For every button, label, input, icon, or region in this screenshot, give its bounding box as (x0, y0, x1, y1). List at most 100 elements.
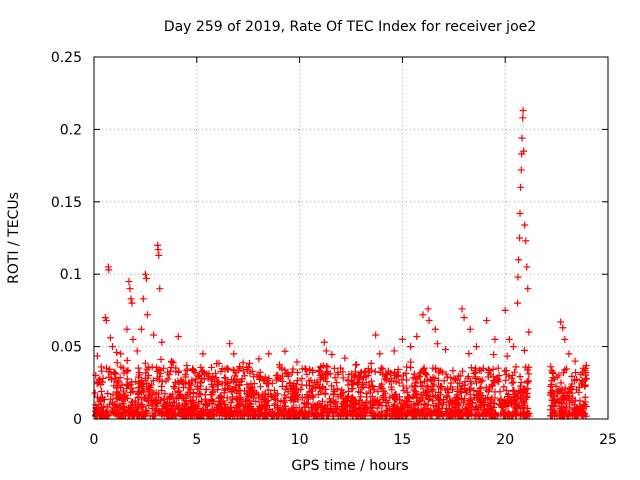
roti-background-point (339, 409, 347, 417)
roti-background-point (172, 364, 180, 372)
roti-background-point (446, 397, 454, 405)
roti-background-point (397, 406, 405, 414)
roti-point (559, 324, 567, 332)
roti-background-point (494, 364, 502, 372)
roti-background-point (249, 411, 257, 419)
roti-background-point (435, 369, 443, 377)
roti-background-point (367, 359, 375, 367)
roti-background-point (183, 362, 191, 370)
roti-background-point (291, 394, 299, 402)
roti-background-point (254, 391, 262, 399)
roti-background-point (210, 412, 218, 420)
roti-point (505, 335, 513, 343)
roti-background-point (386, 369, 394, 377)
roti-point (129, 335, 137, 343)
roti-background-point (471, 411, 479, 419)
roti-background-point (428, 376, 436, 384)
roti-background-point (406, 408, 414, 416)
roti-background-point (557, 386, 565, 394)
roti-point (102, 317, 110, 325)
roti-background-point (362, 399, 370, 407)
plot-frame (93, 56, 609, 420)
roti-background-point (362, 390, 370, 398)
roti-background-point (410, 370, 418, 378)
roti-background-point (409, 392, 417, 400)
roti-background-point (169, 359, 177, 367)
roti-background-point (511, 399, 519, 407)
roti-background-point (367, 407, 375, 415)
roti-background-point (467, 377, 475, 385)
roti-background-point (330, 364, 338, 372)
roti-background-point (309, 368, 317, 376)
roti-background-point (304, 395, 312, 403)
roti-point (524, 285, 532, 293)
roti-background-point (461, 395, 469, 403)
roti-background-point (407, 364, 415, 372)
roti-point (143, 311, 151, 319)
roti-background-point (328, 382, 336, 390)
roti-background-point (367, 377, 375, 385)
roti-background-point (571, 396, 579, 404)
roti-background-point (315, 368, 323, 376)
roti-background-point (414, 407, 422, 415)
roti-background-point (286, 379, 294, 387)
roti-background-point (391, 401, 399, 409)
roti-background-point (202, 386, 210, 394)
roti-background-point (525, 370, 533, 378)
roti-background-point (162, 377, 170, 385)
roti-background-point (333, 379, 341, 387)
roti-background-point (256, 410, 264, 418)
roti-background-point (312, 405, 320, 413)
chart-title: Day 259 of 2019, Rate Of TEC Index for r… (164, 19, 536, 35)
roti-point (320, 338, 328, 346)
roti-background-point (244, 407, 252, 415)
roti-background-point (377, 364, 385, 372)
roti-background-point (341, 406, 349, 414)
roti-background-point (516, 373, 524, 381)
roti-background-point (388, 412, 396, 420)
roti-background-point (127, 389, 135, 397)
roti-background-point (179, 404, 187, 412)
roti-point (139, 295, 147, 303)
roti-background-point (500, 409, 508, 417)
roti-background-point (203, 400, 211, 408)
roti-point (491, 335, 499, 343)
x-axis-title: GPS time / hours (291, 458, 408, 474)
roti-background-point (149, 377, 157, 385)
roti-point (514, 299, 522, 307)
roti-background-point (112, 370, 120, 378)
roti-background-point (369, 383, 377, 391)
roti-background-point (367, 366, 375, 374)
roti-point (199, 350, 207, 358)
roti-background-point (559, 369, 567, 377)
roti-background-point (144, 394, 152, 402)
roti-point (425, 317, 433, 325)
roti-background-point (488, 396, 496, 404)
roti-background-point (430, 402, 438, 410)
roti-background-point (479, 399, 487, 407)
roti-background-point (449, 386, 457, 394)
roti-background-point (355, 388, 363, 396)
roti-background-point (291, 412, 299, 420)
roti-background-point (495, 372, 503, 380)
roti-background-point (572, 368, 580, 376)
roti-background-point (354, 412, 362, 420)
roti-background-point (370, 397, 378, 405)
roti-background-point (440, 396, 448, 404)
roti-background-point (235, 386, 243, 394)
roti-background-point (505, 372, 513, 380)
x-tick-label: 0 (90, 432, 99, 448)
roti-background-point (133, 412, 141, 420)
roti-background-point (313, 404, 321, 412)
roti-point (106, 334, 114, 342)
roti-point (419, 311, 427, 319)
roti-background-point (344, 377, 352, 385)
roti-background-point (248, 367, 256, 375)
roti-point (158, 338, 166, 346)
roti-background-point (157, 366, 165, 374)
roti-background-point (298, 375, 306, 383)
roti-background-point (256, 383, 264, 391)
roti-point (174, 332, 182, 340)
roti-background-point (417, 391, 425, 399)
roti-point (341, 354, 349, 362)
